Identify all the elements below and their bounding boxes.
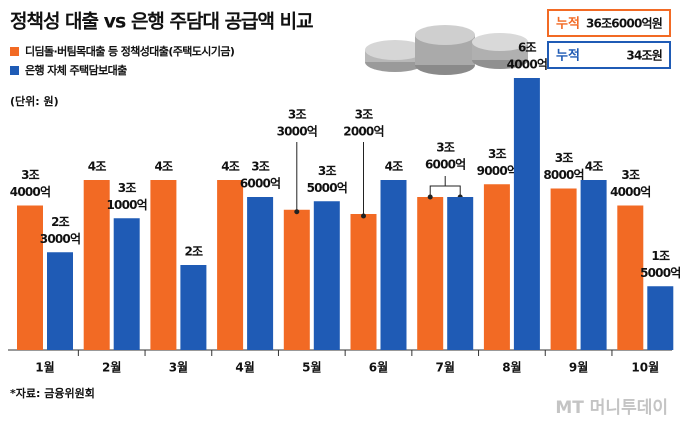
value-label: 2조	[185, 245, 204, 259]
x-tick-label: 8월	[502, 360, 521, 375]
unit-note: (단위: 원)	[10, 94, 59, 108]
value-label: 4000억	[507, 58, 547, 72]
value-label: 2조	[51, 215, 70, 229]
value-label: 1000억	[106, 198, 146, 212]
value-label: 4000억	[610, 185, 650, 199]
bar	[350, 214, 377, 350]
x-tick-label: 2월	[102, 360, 121, 375]
value-label: 3조	[118, 181, 137, 195]
value-label: 6000억	[240, 177, 280, 191]
value-label: 3조	[318, 164, 337, 178]
bracket	[429, 176, 461, 197]
value-label: 3조	[436, 141, 455, 155]
legend-label: 디딤돌·버팀목대출 등 정책성대출(주택도시기금)	[25, 44, 235, 58]
value-label: 3조	[555, 151, 574, 165]
value-label: 3000억	[277, 125, 317, 139]
leader-dot	[427, 194, 433, 200]
legend-swatch	[10, 47, 19, 56]
bar	[283, 209, 310, 350]
value-label: 6조	[518, 41, 537, 55]
value-label: 5000억	[307, 181, 347, 195]
total-label: 누적	[556, 16, 580, 32]
x-tick-label: 1월	[35, 360, 54, 375]
bar	[247, 197, 274, 350]
bar	[417, 197, 444, 350]
bar	[180, 265, 207, 350]
watermark: MT 머니투데이	[555, 398, 668, 418]
value-label: 5000억	[640, 266, 680, 280]
value-label: 3조	[621, 168, 640, 182]
bar	[647, 286, 674, 350]
value-label: 4조	[585, 160, 604, 174]
coins	[365, 25, 528, 75]
legend-swatch	[10, 66, 19, 75]
value-label: 4조	[88, 160, 107, 174]
total-value: 34조원	[626, 49, 662, 63]
bar	[513, 78, 540, 350]
bar	[380, 180, 407, 350]
total-value: 36조6000억원	[586, 17, 662, 31]
bar	[113, 218, 140, 350]
value-label: 3조	[251, 160, 270, 174]
value-label: 3000억	[40, 232, 80, 246]
x-tick-label: 4월	[235, 360, 254, 375]
leader-dot	[294, 209, 300, 215]
x-tick-label: 5월	[302, 360, 321, 375]
bar	[447, 197, 474, 350]
total-box	[547, 9, 671, 37]
x-tick-label: 9월	[569, 360, 588, 375]
bar	[483, 184, 510, 350]
legend-label: 은행 자체 주택담보대출	[25, 63, 127, 77]
value-label: 6000억	[425, 158, 465, 172]
value-label: 2000억	[343, 125, 383, 139]
bar	[47, 252, 73, 350]
value-label: 4조	[221, 160, 240, 174]
bar	[150, 180, 177, 350]
value-label: 3조	[21, 168, 40, 182]
value-label: 1조	[651, 249, 670, 263]
value-label: 3조	[355, 108, 374, 122]
value-label: 9000억	[477, 164, 517, 178]
leader-dot	[361, 213, 366, 219]
value-label: 4조	[155, 160, 174, 174]
bar	[550, 188, 577, 350]
x-tick-label: 6월	[369, 360, 388, 375]
bar	[217, 180, 244, 350]
source: *자료: 금융위원회	[10, 386, 95, 400]
bar	[617, 205, 644, 350]
value-label: 3조	[488, 147, 507, 161]
x-tick-label: 10월	[631, 360, 659, 375]
bar	[313, 201, 340, 350]
total-box	[547, 41, 671, 69]
value-label: 8000억	[543, 168, 583, 182]
x-tick-label: 3월	[169, 360, 188, 375]
value-label: 4000억	[10, 185, 50, 199]
value-label: 4조	[385, 160, 404, 174]
total-label: 누적	[556, 48, 580, 64]
value-label: 3조	[288, 108, 307, 122]
x-tick-label: 7월	[436, 360, 455, 375]
bar	[17, 205, 43, 350]
bar	[580, 180, 607, 350]
chart-title: 정책성 대출 vs 은행 주담대 공급액 비교	[10, 11, 313, 33]
bar	[83, 180, 110, 350]
